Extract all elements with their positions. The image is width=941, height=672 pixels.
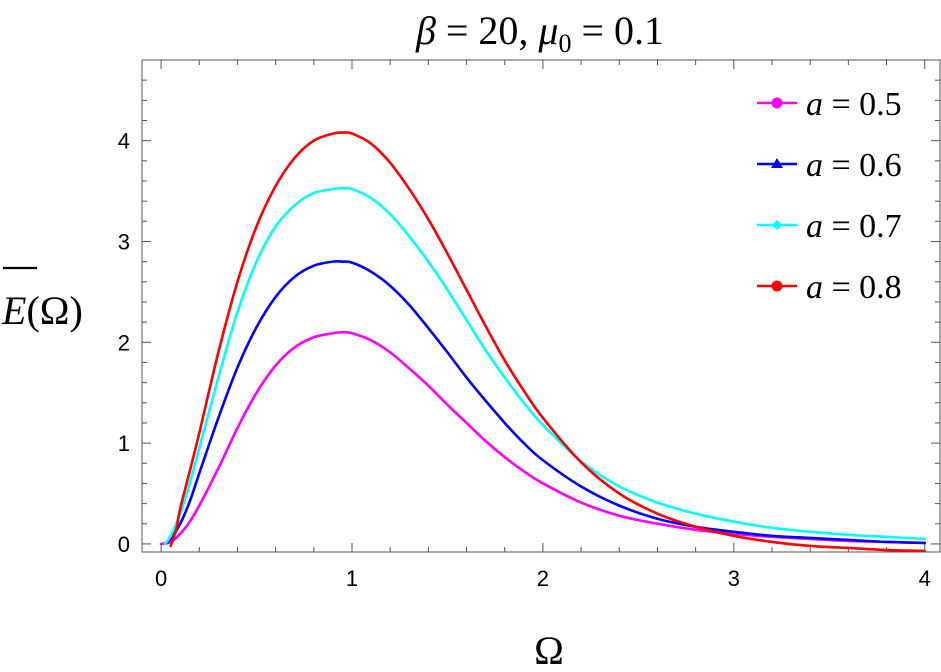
plot-frame bbox=[141, 59, 941, 553]
y-tick-label: 2 bbox=[118, 330, 130, 355]
y-axis-label: E(Ω) bbox=[1, 288, 83, 333]
legend-marker-circle bbox=[771, 280, 783, 292]
series-line-3 bbox=[163, 186, 927, 546]
x-tick-label: 1 bbox=[346, 566, 358, 591]
x-axis-label: Ω bbox=[534, 628, 564, 672]
legend-label-value: = 0.6 bbox=[823, 147, 902, 184]
y-tick-label: 0 bbox=[118, 532, 130, 557]
y-tick-label: 1 bbox=[118, 431, 130, 456]
series-line-4 bbox=[169, 131, 927, 553]
y-tick-label: 3 bbox=[118, 229, 130, 254]
y-axis-label-e: E bbox=[1, 288, 26, 333]
legend-label-var: a bbox=[806, 269, 823, 306]
legend-marker-triangle bbox=[771, 158, 783, 168]
x-tick-label: 4 bbox=[919, 566, 931, 591]
legend-marker-circle bbox=[771, 97, 783, 109]
legend-label-var: a bbox=[806, 86, 823, 123]
legend-label-var: a bbox=[806, 147, 823, 184]
legend: a = 0.5a = 0.6a = 0.7a = 0.8 bbox=[757, 86, 902, 306]
series-line-2 bbox=[163, 260, 927, 546]
x-tick-label: 2 bbox=[537, 566, 549, 591]
legend-label-value: = 0.5 bbox=[823, 86, 902, 123]
x-tick-label: 0 bbox=[155, 566, 167, 591]
series-line-1 bbox=[159, 330, 927, 546]
y-axis-label-arg: (Ω) bbox=[26, 288, 82, 333]
legend-label-var: a bbox=[806, 208, 823, 245]
legend-label-1: a = 0.5 bbox=[806, 86, 902, 123]
legend-label-value: = 0.7 bbox=[823, 208, 902, 245]
legend-marker-diamond bbox=[772, 220, 782, 230]
chart-title: β = 20, μ0 = 0.1 bbox=[415, 8, 664, 58]
legend-label-3: a = 0.7 bbox=[806, 208, 902, 245]
title-beta: β bbox=[415, 8, 436, 53]
legend-label-4: a = 0.8 bbox=[806, 269, 902, 306]
axis-ticks bbox=[142, 60, 940, 552]
legend-label-value: = 0.8 bbox=[823, 269, 902, 306]
title-mu: μ bbox=[537, 8, 558, 53]
series-lines bbox=[159, 131, 927, 553]
axis-tick-labels: 0 1 2 3 4 0 1 2 3 4 bbox=[118, 129, 931, 591]
title-mu-sub: 0 bbox=[559, 29, 572, 58]
title-eq1: = 20, bbox=[436, 8, 539, 53]
y-tick-label: 4 bbox=[118, 129, 130, 154]
title-eq2: = 0.1 bbox=[572, 8, 665, 53]
x-tick-label: 3 bbox=[728, 566, 740, 591]
legend-label-2: a = 0.6 bbox=[806, 147, 902, 184]
